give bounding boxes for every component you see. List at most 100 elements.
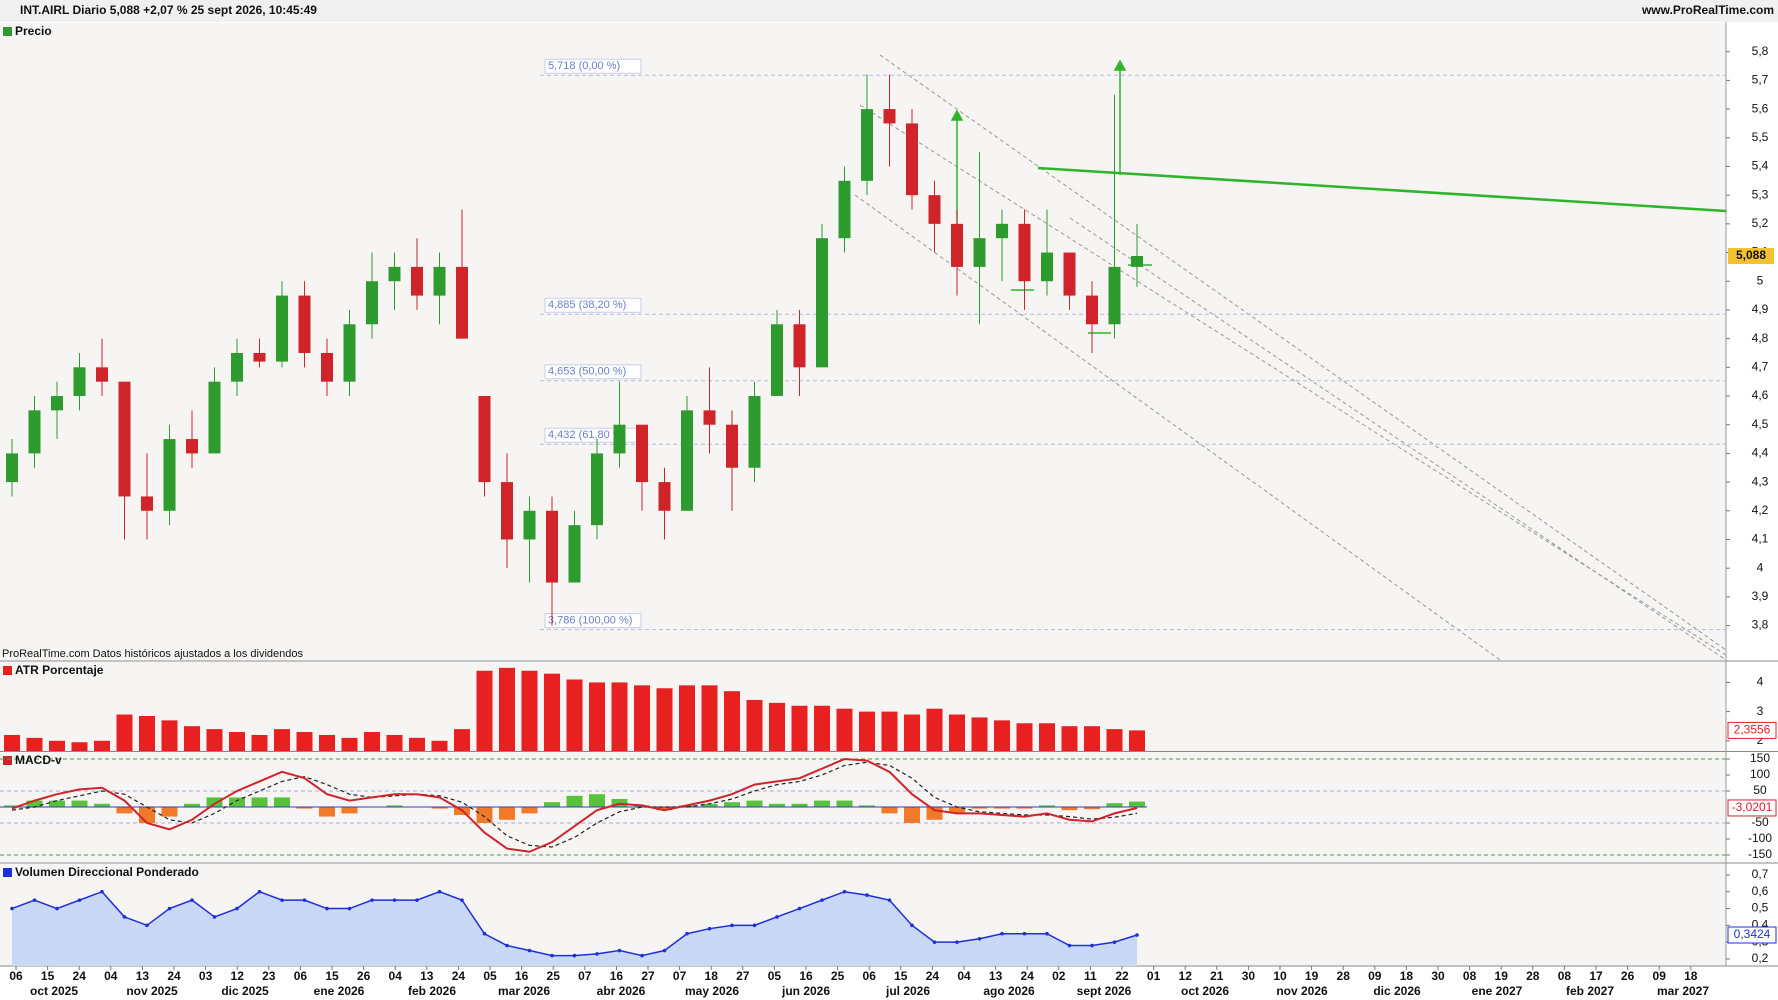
y-tick-label: 5,6 (1752, 101, 1769, 115)
bar (71, 742, 88, 751)
point (347, 906, 352, 911)
histogram-bar (71, 800, 88, 807)
bar (971, 717, 988, 751)
bar (679, 685, 695, 751)
x-tick-label: 07 (578, 969, 592, 983)
histogram-bar (184, 803, 200, 807)
candle-body (343, 324, 356, 382)
bar (409, 737, 425, 751)
point (820, 898, 824, 902)
candle-body (1131, 255, 1143, 267)
point (32, 898, 37, 902)
candle-body (478, 396, 491, 483)
candle-body (298, 295, 311, 353)
last-value-box (1727, 721, 1777, 739)
month-label: mar 2026 (498, 984, 550, 998)
candle-body (748, 396, 761, 468)
bar (319, 734, 335, 751)
bar (701, 685, 718, 751)
point (122, 915, 127, 919)
x-tick-label: 06 (294, 969, 308, 983)
y-tick-label: 0,2 (1752, 951, 1769, 965)
bar (296, 732, 313, 751)
point (10, 906, 14, 911)
fib-label: 3,786 (100,00 %) (548, 614, 632, 626)
candle-body (433, 266, 446, 296)
x-tick-label: 22 (1115, 969, 1129, 983)
x-tick-label: 08 (1463, 969, 1477, 983)
bar (49, 740, 65, 751)
candle-body (28, 410, 41, 454)
y-tick-label: 4,5 (1752, 417, 1769, 431)
candle-body (523, 510, 536, 540)
fib-label: 5,718 (0,00 %) (548, 60, 620, 72)
point (370, 898, 374, 902)
point (842, 889, 847, 894)
point (460, 898, 464, 902)
histogram-bar (881, 807, 898, 814)
bar (544, 673, 560, 751)
point (1000, 931, 1004, 936)
bar (251, 734, 268, 751)
y-tick-label: 0,7 (1752, 867, 1769, 881)
point (775, 915, 779, 919)
y-tick-label: -100 (1748, 831, 1772, 845)
candle-body (1063, 252, 1076, 296)
x-tick-label: 24 (73, 969, 87, 983)
x-tick-label: 23 (262, 969, 276, 983)
bar (431, 740, 448, 751)
month-label: nov 2026 (1276, 984, 1328, 998)
point (1022, 931, 1027, 936)
bar (769, 702, 785, 751)
month-label: ene 2027 (1472, 984, 1523, 998)
x-tick-label: 21 (1210, 969, 1224, 983)
x-tick-label: 06 (9, 969, 23, 983)
candle-body (1108, 266, 1121, 325)
last-price-box (1728, 247, 1774, 264)
point (1135, 933, 1139, 937)
month-label: jun 2026 (781, 984, 830, 998)
bar (589, 682, 605, 751)
y-tick-label: 2 (1757, 733, 1764, 747)
bar (206, 729, 223, 751)
point (1045, 931, 1049, 936)
bar (386, 734, 403, 751)
histogram-bar (229, 797, 245, 807)
candle-body (501, 482, 513, 540)
point (595, 952, 599, 956)
candle-body (456, 266, 468, 339)
candle-body (928, 195, 941, 224)
point (167, 906, 172, 911)
y-tick-label: 3,9 (1752, 589, 1769, 603)
x-tick-label: 04 (104, 969, 118, 983)
point (325, 906, 329, 911)
x-tick-label: 16 (799, 969, 813, 983)
point (77, 898, 82, 902)
month-label: may 2026 (685, 984, 739, 998)
x-tick-label: 09 (1653, 969, 1667, 983)
histogram-bar (949, 807, 965, 814)
x-tick-label: 28 (1337, 969, 1351, 983)
histogram-bar (1129, 801, 1145, 807)
candle-body (636, 424, 648, 483)
x-tick-label: 07 (673, 969, 687, 983)
histogram-bar (116, 807, 133, 814)
bar (1039, 723, 1055, 751)
bar (746, 699, 763, 751)
point (100, 889, 104, 894)
x-tick-label: 26 (1621, 969, 1635, 983)
x-tick-label: 24 (452, 969, 466, 983)
candle-body (906, 123, 918, 196)
point (235, 906, 239, 911)
point (662, 948, 667, 953)
x-tick-label: 24 (926, 969, 940, 983)
candle-body (6, 453, 18, 483)
bar (949, 714, 965, 751)
y-tick-label: 5,7 (1752, 73, 1769, 87)
bar (4, 734, 20, 751)
histogram-bar (319, 807, 335, 817)
histogram-bar (1106, 803, 1123, 807)
point (730, 923, 734, 928)
